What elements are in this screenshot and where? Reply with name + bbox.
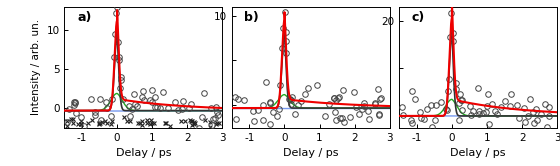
Y-axis label: Intensity / arb. un.: Intensity / arb. un. [31, 19, 41, 115]
X-axis label: Delay / ps: Delay / ps [115, 148, 171, 158]
X-axis label: Delay / ps: Delay / ps [283, 148, 339, 158]
Text: b): b) [245, 11, 259, 25]
Text: c): c) [412, 11, 425, 25]
X-axis label: Delay / ps: Delay / ps [450, 148, 506, 158]
Text: a): a) [77, 11, 91, 25]
